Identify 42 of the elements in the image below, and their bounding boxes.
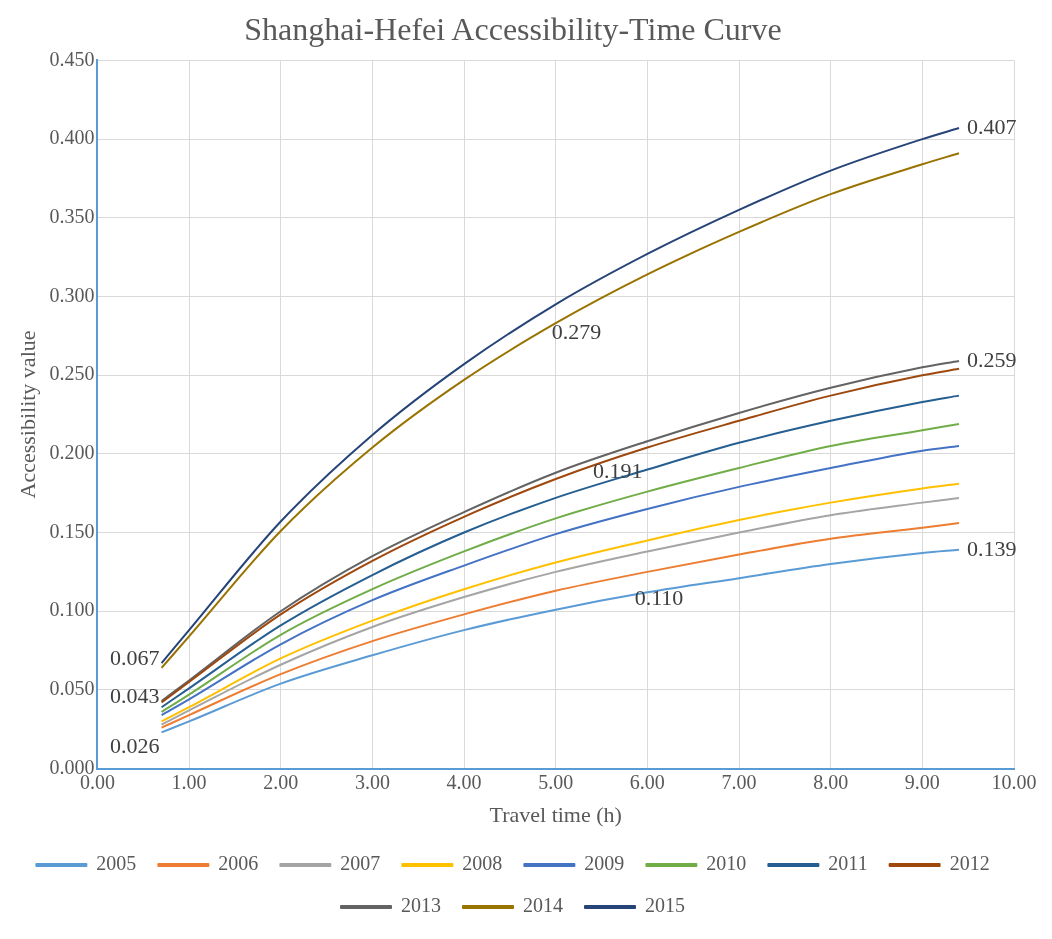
x-tick-label: 7.00: [721, 770, 757, 793]
annotation: 0.043: [110, 682, 160, 708]
legend-label: 2009: [584, 852, 625, 875]
x-tick-label: 5.00: [538, 770, 574, 793]
x-tick-label: 6.00: [629, 770, 665, 793]
y-tick-label: 0.250: [49, 362, 95, 385]
x-tick-label: 10.00: [991, 770, 1037, 793]
y-tick-label: 0.050: [49, 677, 95, 700]
y-tick-label: 0.200: [49, 441, 95, 464]
x-tick-label: 9.00: [904, 770, 940, 793]
legend-label: 2006: [218, 852, 259, 875]
x-tick-label: 3.00: [354, 770, 390, 793]
annotation: 0.139: [967, 535, 1017, 561]
legend-label: 2010: [706, 852, 747, 875]
legend-label: 2013: [401, 894, 441, 917]
annotation: 0.407: [967, 113, 1017, 139]
y-tick-label: 0.450: [49, 47, 95, 70]
y-tick-label: 0.300: [49, 283, 95, 306]
y-tick-label: 0.350: [49, 205, 95, 228]
y-tick-label: 0.150: [49, 519, 95, 542]
chart-title: Shanghai-Hefei Accessibility-Time Curve: [244, 10, 782, 47]
annotation: 0.259: [967, 346, 1017, 372]
y-tick-label: 0.400: [49, 126, 95, 149]
legend-label: 2015: [645, 894, 685, 917]
legend-label: 2007: [340, 852, 381, 875]
annotation: 0.110: [634, 585, 684, 611]
x-tick-label: 2.00: [263, 770, 299, 793]
y-axis-title: Accessibility value: [14, 330, 40, 499]
x-tick-label: 4.00: [446, 770, 482, 793]
legend-label: 2014: [523, 894, 563, 917]
legend-label: 2005: [96, 852, 137, 875]
x-tick-label: 1.00: [171, 770, 207, 793]
annotation: 0.191: [593, 457, 643, 483]
annotation: 0.026: [110, 733, 160, 759]
legend-label: 2012: [949, 852, 990, 875]
x-tick-label: 8.00: [813, 770, 849, 793]
legend-label: 2008: [462, 852, 503, 875]
annotation: 0.067: [110, 644, 160, 670]
x-axis-title: Travel time (h): [489, 801, 622, 827]
annotation: 0.279: [551, 319, 602, 345]
y-tick-label: 0.100: [49, 598, 95, 621]
legend-label: 2011: [828, 852, 868, 875]
